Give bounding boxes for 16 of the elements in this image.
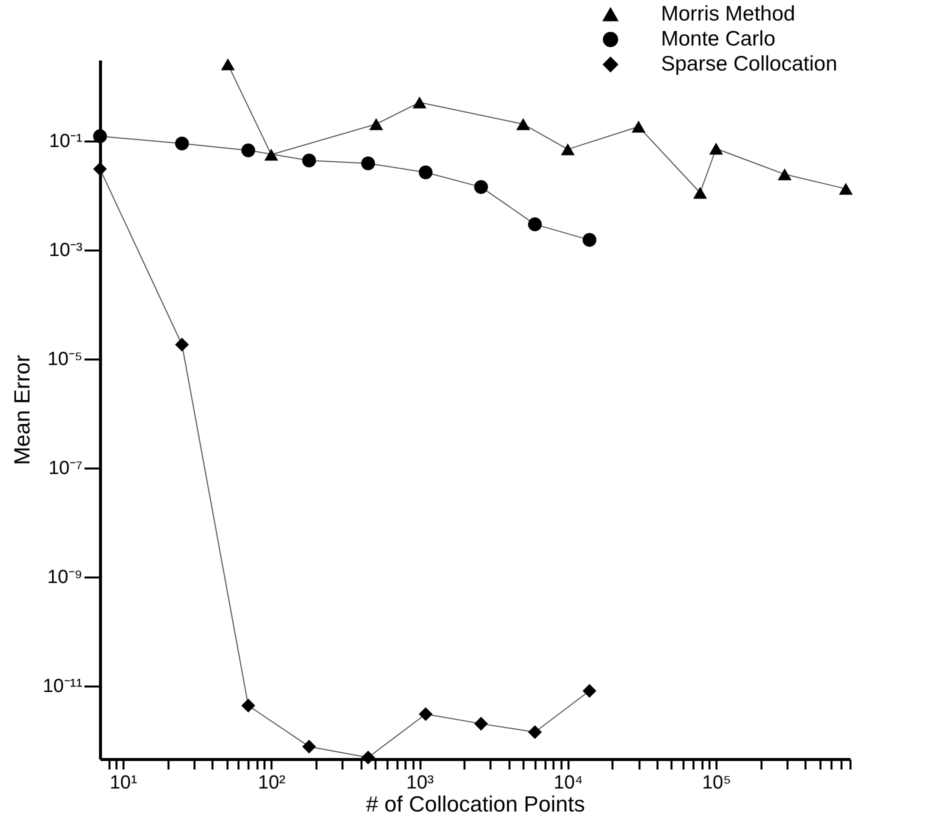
legend-label: Morris Method bbox=[661, 2, 796, 26]
legend-label: Sparse Collocation bbox=[661, 52, 838, 76]
y-tick-label: 10⁻⁷ bbox=[48, 458, 83, 480]
y-tick-label: 10⁻⁹ bbox=[47, 567, 82, 588]
x-tick-label: 10⁵ bbox=[702, 772, 732, 794]
y-axis-title: Mean Error bbox=[10, 354, 35, 466]
legend-label: Monte Carlo bbox=[661, 28, 776, 50]
y-tick-label: 10⁻¹¹ bbox=[42, 676, 82, 698]
x-tick-label: 10² bbox=[258, 772, 286, 794]
x-tick-label: 10³ bbox=[406, 772, 434, 794]
y-tick-label: 10⁻³ bbox=[49, 240, 82, 262]
y-tick-label: 10⁻⁵ bbox=[47, 349, 82, 370]
x-tick-label: 10¹ bbox=[110, 772, 138, 794]
x-axis-title: # of Collocation Points bbox=[366, 792, 585, 816]
y-tick-label: 10⁻¹ bbox=[49, 131, 82, 152]
x-tick-label: 10⁴ bbox=[554, 772, 583, 794]
